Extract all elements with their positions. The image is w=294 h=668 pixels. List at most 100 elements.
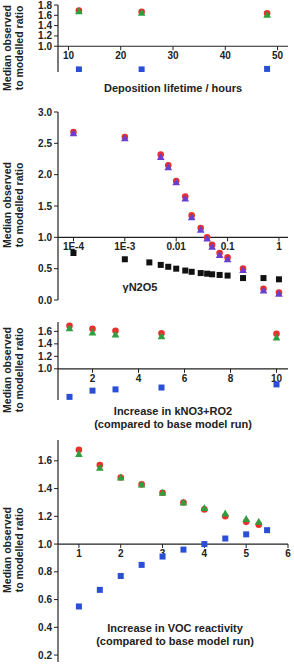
y-tick-label: 1.0 <box>38 363 52 374</box>
panel: 1.01.21.41.6246810Increase in kNO3+RO2(c… <box>1 322 288 430</box>
y-tick-label: 1.2 <box>38 351 52 362</box>
point <box>122 256 128 262</box>
y-tick-label: 1.0 <box>38 232 52 243</box>
y-tick <box>54 46 58 47</box>
x-tick-label: 3 <box>160 548 166 559</box>
y-tick <box>54 35 58 36</box>
y-tick-label: 0.4 <box>38 622 52 633</box>
x-tick-label: 6 <box>182 373 188 384</box>
points <box>66 322 281 399</box>
x-tick-label: 5 <box>243 548 249 559</box>
y-axis <box>57 440 58 662</box>
point <box>159 489 166 496</box>
point <box>189 269 195 275</box>
y-tick-label: 0.8 <box>38 566 52 577</box>
point <box>240 265 247 272</box>
point <box>76 604 82 610</box>
point <box>221 510 229 517</box>
point <box>70 129 78 136</box>
y-tick-label: 1.4 <box>38 483 52 494</box>
point <box>112 330 120 337</box>
point <box>159 489 167 496</box>
y-tick <box>54 5 58 6</box>
point <box>276 289 283 296</box>
point <box>197 226 205 233</box>
y-tick <box>54 25 58 26</box>
x-axis <box>58 237 288 238</box>
x-tick-label: 2 <box>90 373 96 384</box>
x-tick-label: 50 <box>272 50 284 61</box>
point <box>158 332 166 339</box>
y-tick <box>54 112 58 113</box>
point <box>217 272 223 278</box>
point <box>67 394 73 400</box>
point <box>173 178 180 185</box>
x-tick-label: 4 <box>136 373 142 384</box>
x-axis-label: Increase in kNO3+RO2 <box>114 405 232 417</box>
point <box>113 386 119 392</box>
x-tick-label: 4 <box>202 548 208 559</box>
point <box>260 275 266 281</box>
x-tick-label: 40 <box>220 50 232 61</box>
y-axis-label: Median observed <box>1 5 13 91</box>
point <box>172 178 180 185</box>
y-tick <box>54 343 58 344</box>
point <box>275 290 283 297</box>
point <box>117 474 124 481</box>
y-tick <box>54 516 58 517</box>
y-tick <box>54 599 58 600</box>
point <box>70 129 77 136</box>
y-axis-label: to modelled ratio <box>13 328 25 413</box>
y-axis-label: to modelled ratio <box>13 508 25 593</box>
y-tick <box>54 356 58 357</box>
y-tick-label: 1.0 <box>38 539 52 550</box>
point <box>276 276 282 282</box>
y-axis-label: Median observed <box>1 327 13 413</box>
y-tick-label: 1.0 <box>38 41 52 52</box>
point <box>118 573 124 579</box>
y-tick <box>54 206 58 207</box>
y-tick-label: 1.2 <box>38 30 52 41</box>
y-tick-label: 1.6 <box>38 455 52 466</box>
y-tick-label: 2.5 <box>38 138 52 149</box>
y-tick <box>54 655 58 656</box>
point <box>139 562 145 568</box>
point <box>122 134 129 141</box>
x-tick-label: 10 <box>63 50 75 61</box>
point <box>201 504 209 511</box>
point <box>239 266 247 273</box>
point <box>139 66 145 72</box>
point <box>138 8 145 15</box>
y-tick <box>54 331 58 332</box>
y-tick-label: 1.4 <box>38 338 52 349</box>
x-tick-label: 30 <box>167 50 179 61</box>
points <box>75 446 270 609</box>
point <box>242 515 250 522</box>
y-tick-label: 1.2 <box>38 511 52 522</box>
point <box>76 7 83 14</box>
point <box>224 255 232 262</box>
y-tick-label: 1.8 <box>38 0 52 11</box>
y-tick-label: 1.6 <box>38 326 52 337</box>
y-axis-label: Median observed <box>1 162 13 248</box>
y-tick <box>54 174 58 175</box>
x-axis-label: Deposition lifetime / hours <box>104 82 242 94</box>
point <box>96 464 104 471</box>
y-tick <box>54 544 58 545</box>
point <box>201 541 207 547</box>
point <box>138 480 146 487</box>
chart: 1.01.21.41.61.81020304050Deposition life… <box>0 0 294 668</box>
point <box>255 518 263 525</box>
y-tick <box>54 268 58 269</box>
point <box>188 213 196 220</box>
point <box>160 554 166 560</box>
x-axis-label: Increase in VOC reactivity <box>107 622 244 634</box>
point <box>204 234 211 241</box>
point <box>157 153 165 160</box>
y-tick-label: 0.5 <box>38 263 52 274</box>
point <box>75 450 83 457</box>
point <box>260 287 268 294</box>
x-tick-label: 1 <box>76 548 82 559</box>
point <box>182 268 188 274</box>
point <box>121 134 129 141</box>
